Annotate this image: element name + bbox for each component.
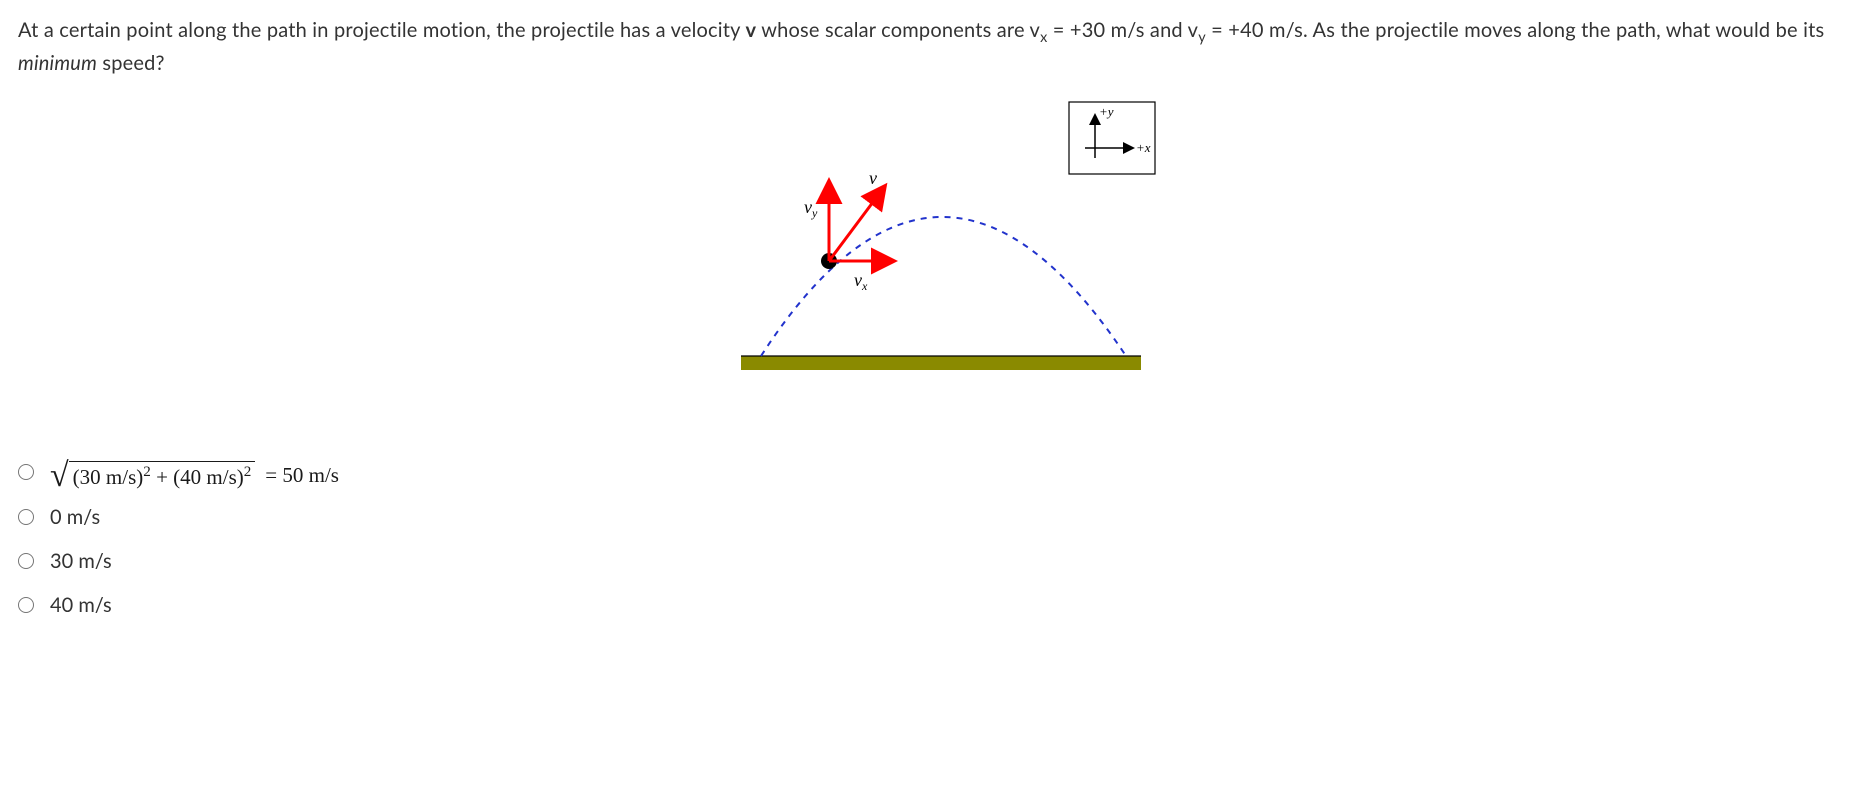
radical-icon: √ [50,462,69,489]
answer-option-c[interactable]: 30 m/s [18,546,1854,576]
q-sub-y: y [1198,29,1206,46]
ground-rect [741,356,1141,370]
figure-container: vy vx v +y +x [18,98,1854,388]
q-part-4: = +40 m/s. As the projectile moves along… [1206,18,1825,42]
answer-d-label: 40 m/s [50,593,112,617]
answer-option-b[interactable]: 0 m/s [18,502,1854,532]
answer-option-a[interactable]: √ (30 m/s)2 + (40 m/s)2 = 50 m/s [18,458,1854,488]
answer-a-result: = 50 m/s [255,463,339,488]
answer-a-label: √ (30 m/s)2 + (40 m/s)2 = 50 m/s [50,458,339,488]
axis-x-label: +x [1136,140,1151,155]
answer-b-label: 0 m/s [50,505,100,529]
axis-y-label: +y [1099,104,1114,119]
radio-icon[interactable] [18,597,34,613]
q-part-2: whose scalar components are v [756,18,1040,42]
answer-list: √ (30 m/s)2 + (40 m/s)2 = 50 m/s 0 m/s 3… [18,458,1854,620]
radicand-text: (30 m/s)2 + (40 m/s)2 [69,461,256,490]
trajectory-path [761,217,1126,356]
q-v-bold: v [746,18,757,42]
answer-option-d[interactable]: 40 m/s [18,590,1854,620]
answer-c-label: 30 m/s [50,549,112,573]
radio-icon[interactable] [18,553,34,569]
radio-icon[interactable] [18,464,34,480]
vx-label: vx [854,270,868,293]
q-italic: minimum [18,51,97,75]
q-part-3: = +30 m/s and v [1047,18,1198,42]
v-label: v [869,168,877,188]
q-part-1: At a certain point along the path in pro… [18,18,746,42]
question-text: At a certain point along the path in pro… [18,16,1854,78]
vy-label: vy [804,197,818,220]
projectile-diagram: vy vx v +y +x [686,98,1186,388]
v-arrow [829,190,882,261]
radio-icon[interactable] [18,509,34,525]
q-tail: speed? [97,51,165,75]
